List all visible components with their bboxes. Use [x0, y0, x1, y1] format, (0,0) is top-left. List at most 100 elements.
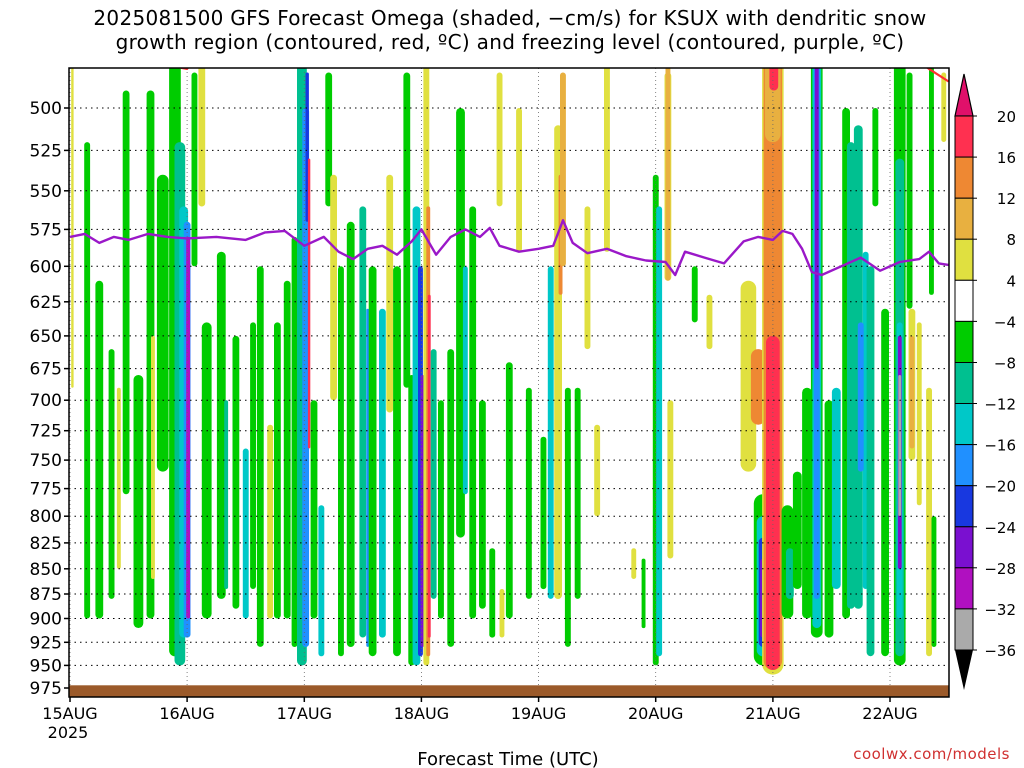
omega-band-62	[505, 362, 513, 619]
colorbar-label: −36	[984, 642, 1016, 660]
omega-band-38	[359, 206, 367, 638]
omega-band-22	[250, 322, 256, 589]
omega-band-97	[792, 471, 802, 589]
omega-band-80	[665, 68, 671, 281]
omega-band-59	[489, 548, 496, 638]
omega-band-109	[857, 322, 864, 472]
colorbar-top-arrow	[954, 73, 974, 117]
y-tick-label: 850	[30, 560, 62, 580]
omega-band-64	[525, 387, 532, 599]
x-tick-label: 18AUG	[394, 704, 449, 723]
ground-layer	[69, 685, 949, 697]
omega-band-81	[667, 400, 674, 559]
omega-band-34	[325, 72, 333, 207]
omega-band-106	[847, 142, 855, 609]
y-tick-label: 800	[30, 507, 62, 527]
omega-band-55	[456, 108, 465, 538]
omega-band-93	[766, 335, 780, 670]
omega-band-69	[560, 72, 566, 267]
y-tick-label: 500	[30, 99, 62, 119]
omega-band-27	[291, 236, 298, 647]
title-line-2: growth region (contoured, red, ºC) and f…	[115, 30, 905, 54]
omega-band-58	[479, 400, 486, 609]
omega-band-76	[641, 558, 646, 629]
omega-band-73	[594, 424, 601, 517]
freezing-level-line	[69, 219, 949, 277]
omega-band-63	[516, 108, 522, 252]
omega-band-0	[71, 68, 74, 388]
omega-band-56	[462, 266, 468, 495]
colorbar-swatch-0	[954, 115, 974, 158]
y-tick-label: 975	[30, 679, 62, 699]
omega-band-14	[186, 236, 191, 619]
omega-band-92	[765, 68, 781, 143]
omega-band-36	[338, 266, 344, 657]
y-tick-label: 775	[30, 480, 62, 500]
omega-band-15	[191, 72, 198, 267]
colorbar-swatch-3	[954, 238, 974, 281]
ground-fill	[69, 685, 949, 697]
omega-band-43	[393, 266, 401, 657]
omega-band-102	[814, 68, 819, 369]
omega-band-51	[427, 294, 431, 638]
omega-band-60	[496, 72, 503, 207]
omega-band-118	[906, 72, 913, 309]
colorbar-label: −20	[984, 478, 1016, 496]
omega-band-6	[133, 375, 144, 628]
omega-band-78	[656, 206, 663, 657]
omega-band-41	[379, 308, 386, 638]
y-tick-label: 925	[30, 633, 62, 653]
omega-band-3	[108, 349, 115, 599]
omega-band-123	[929, 68, 934, 295]
y-tick-label: 675	[30, 360, 62, 380]
omega-band-98	[802, 387, 812, 619]
y-tick-label: 875	[30, 585, 62, 605]
omega-band-61	[499, 589, 505, 638]
credit-text: coolwx.com/models	[853, 745, 1010, 763]
omega-band-70	[564, 387, 571, 647]
omega-band-125	[941, 72, 947, 142]
omega-band-82	[691, 266, 698, 323]
omega-band-25	[274, 322, 281, 619]
y-tick-label: 525	[30, 141, 62, 161]
x-tick-label: 20AUG	[628, 704, 683, 723]
colorbar-label: −8	[994, 355, 1016, 373]
y-tick-label: 600	[30, 257, 62, 277]
y-tick-label: 550	[30, 182, 62, 202]
omega-band-57	[469, 206, 477, 619]
omega-band-2	[95, 280, 104, 619]
colorbar-swatch-10	[954, 526, 974, 569]
omega-band-31	[307, 158, 311, 449]
omega-band-16	[198, 68, 206, 207]
y-tick-label: 825	[30, 534, 62, 554]
x-tick-label: 22AUG	[862, 704, 917, 723]
y-tick-label: 750	[30, 451, 62, 471]
x-tick-label: 15AUG	[42, 704, 97, 723]
colorbar-swatch-12	[954, 608, 974, 651]
colorbar-swatch-2	[954, 197, 974, 240]
omega-band-18	[216, 251, 226, 599]
y-tick-label: 725	[30, 422, 62, 442]
x-tick-label: 16AUG	[159, 704, 214, 723]
omega-band-37	[346, 221, 355, 648]
omega-band-52	[430, 349, 437, 599]
x-tick-sublabel: 2025	[48, 723, 89, 742]
colorbar-swatch-5	[954, 320, 974, 363]
omega-band-24	[267, 424, 274, 619]
colorbar-label: −24	[984, 519, 1016, 537]
title-line-1: 2025081500 GFS Forecast Omega (shaded, −…	[93, 6, 927, 30]
omega-band-9	[156, 174, 169, 472]
omega-shading	[71, 68, 947, 675]
colorbar-label: 8	[1006, 231, 1016, 249]
omega-band-71	[574, 387, 581, 599]
y-tick-label: 625	[30, 293, 62, 313]
omega-band-39	[366, 308, 370, 647]
omega-band-35	[330, 174, 337, 401]
omega-band-17	[201, 322, 212, 619]
omega-band-32	[310, 400, 318, 619]
colorbar-label: −28	[984, 560, 1016, 578]
omega-band-96	[786, 548, 794, 599]
colorbar-label: 20	[997, 108, 1016, 126]
omega-band-117	[898, 375, 902, 517]
omega-band-104	[831, 387, 841, 589]
